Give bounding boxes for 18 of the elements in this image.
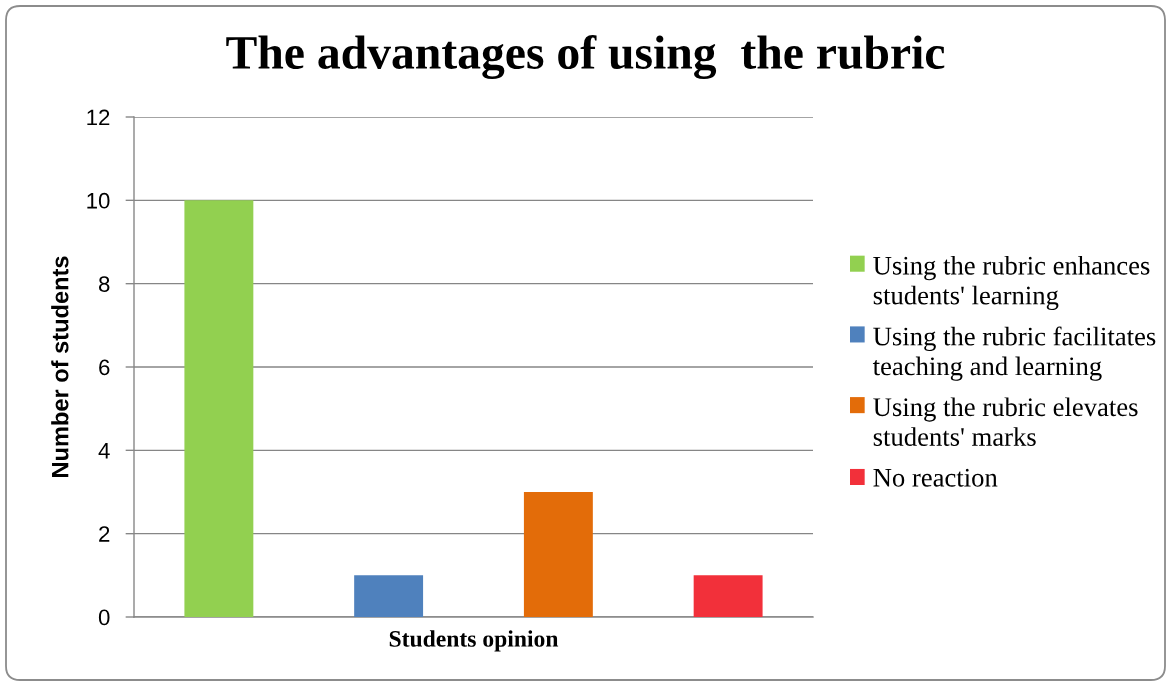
legend-label: No reaction [873, 468, 998, 487]
chart-title: The advantages of using the rubric [226, 34, 945, 80]
bar [693, 575, 763, 617]
y-tick-label: 2 [99, 526, 110, 542]
legend-label: Using the rubric facilitates teaching and learning [872, 326, 1156, 381]
bar [354, 575, 424, 617]
y-axis-title: Number of students [51, 256, 69, 477]
bar [523, 492, 593, 617]
legend-label: Using the rubric elevates students' marks [873, 397, 1138, 446]
bar [184, 200, 254, 617]
x-axis-title: Students opinion [389, 630, 559, 652]
y-tick-label: 8 [99, 276, 110, 292]
y-tick-label: 0 [98, 609, 110, 626]
y-tick-label: 4 [98, 443, 110, 459]
y-tick-label: 12 [87, 109, 110, 126]
y-tick-label: 10 [87, 192, 110, 209]
y-tick-label: 6 [99, 359, 110, 376]
legend-label: Using the rubric enhances students' learning [873, 255, 1150, 310]
